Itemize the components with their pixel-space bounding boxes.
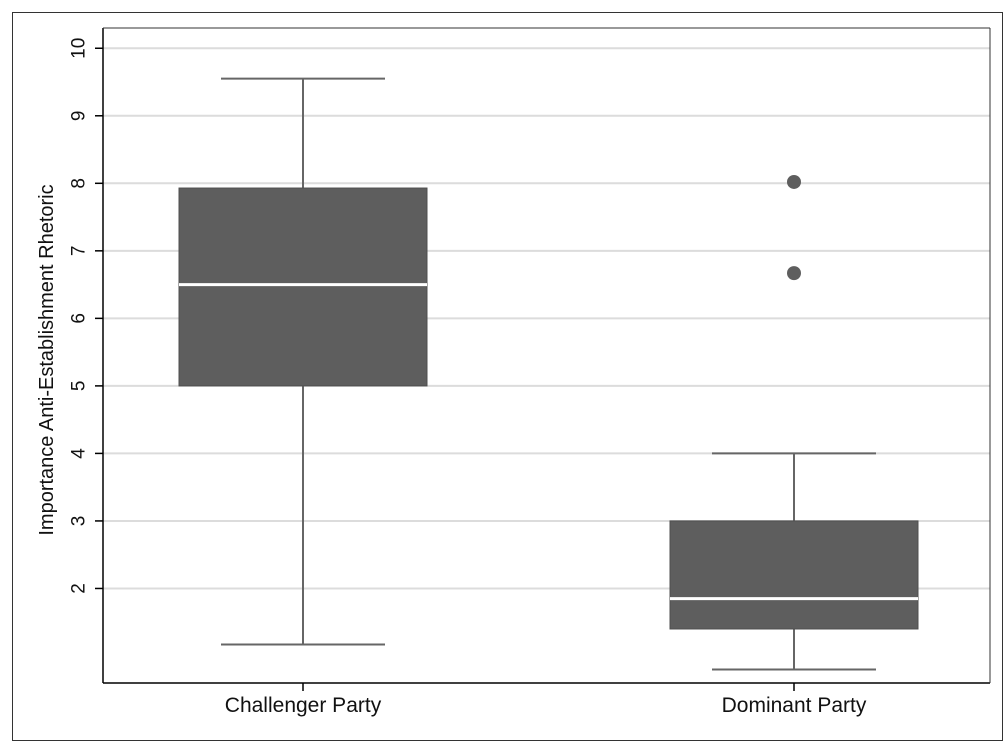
y-tick-label-8: 8 [69,178,90,189]
y-tick-label-3: 3 [69,516,90,527]
y-tick-label-9: 9 [69,110,90,121]
outer-frame [12,12,1003,741]
dominant-party-outlier-1 [787,266,801,281]
boxes [178,77,919,671]
y-tick-label-5: 5 [69,381,90,392]
y-tick-label-10: 10 [69,38,90,59]
y-tick-label-6: 6 [69,313,90,324]
challenger-party-box [178,187,428,387]
dominant-party-outlier-2 [787,174,801,189]
y-tick-label-7: 7 [69,246,90,257]
y-tick-label-2: 2 [69,583,90,594]
y-axis-label: Importance Anti-Establishment Rhetoric [36,184,58,535]
y-tick-label-4: 4 [69,448,90,459]
dominant-party-box [669,520,919,630]
x-category-label-dominant-party: Dominant Party [722,694,867,717]
x-category-label-challenger-party: Challenger Party [225,694,382,717]
axes: 2 3 4 5 6 7 8 9 10 Challenger Party Dominant Party [69,27,991,717]
